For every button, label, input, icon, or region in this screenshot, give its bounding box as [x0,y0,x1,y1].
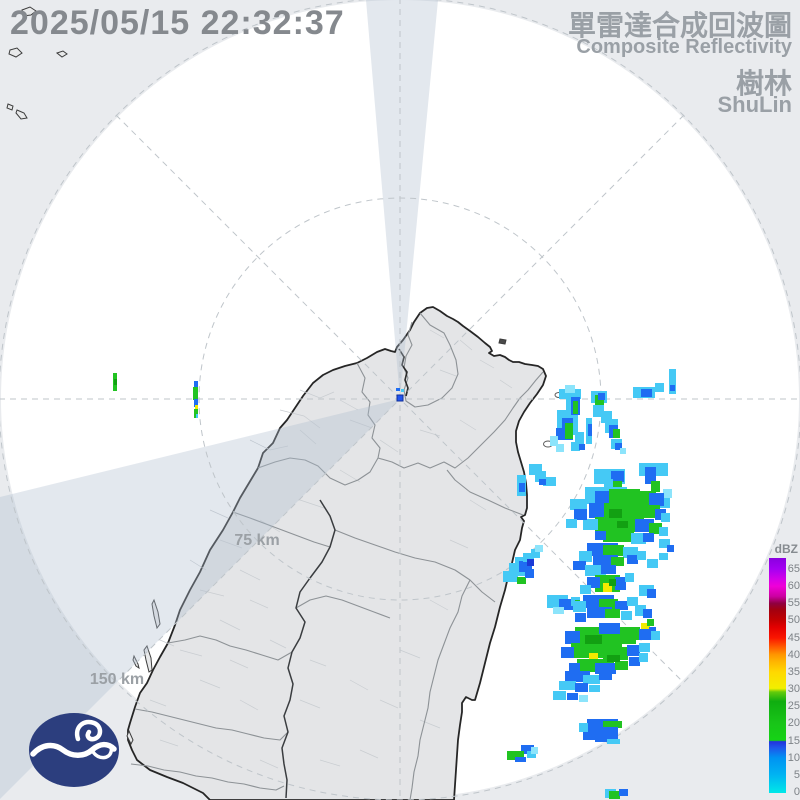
dbz-tick-label: 30 [787,683,800,696]
product-title-zh: 單雷達合成回波圖 [567,10,792,41]
dbz-tick-label: 50 [787,614,800,627]
taiwan-coastline [127,306,547,800]
dbz-tick-label: 5 [793,768,800,781]
central-spine-boundary [281,499,336,799]
dbz-tick-label: 55 [787,597,800,610]
station-name-zh: 樹林 [735,68,792,99]
dbz-legend-title: dBZ [774,542,798,556]
township-boundaries [149,329,513,769]
logo-right-curl [91,742,114,760]
dbz-tick-label: 40 [787,648,800,661]
dbz-tick-label: 10 [787,751,800,764]
product-title-en: Composite Reflectivity [576,36,792,58]
keelung-islet [498,338,507,345]
dbz-tick-label: 20 [787,717,800,730]
dbz-tick-label: 45 [787,631,800,644]
ring-label-150km: 150 km [89,671,145,688]
county-boundaries [130,312,544,800]
dbz-tick-label: 15 [787,734,800,747]
dbz-tick-label: 25 [787,700,800,713]
station-name-en: ShuLin [717,92,792,117]
dbz-tick-label: 65 [787,562,800,575]
blocked-sector-north [366,0,438,399]
radar-site-marker [396,394,404,402]
tamsui-river [398,348,409,397]
reflectivity-echoes [113,369,676,799]
dbz-tick-label: 35 [787,665,800,678]
dbz-color-bar [769,558,786,793]
dbz-tick-label: 0 [793,786,800,798]
dbz-legend: dBZ 65 60 55 50 45 40 35 30 25 20 15 10 5 0 [762,540,800,800]
dbz-tick-label: 60 [787,580,800,593]
timestamp: 2025/05/15 22:32:37 [10,4,345,42]
ring-label-75km: 75 km [234,532,280,549]
logo-top-curl [74,719,103,742]
taiwan-landmass [127,306,547,800]
cwb-logo [29,713,119,787]
